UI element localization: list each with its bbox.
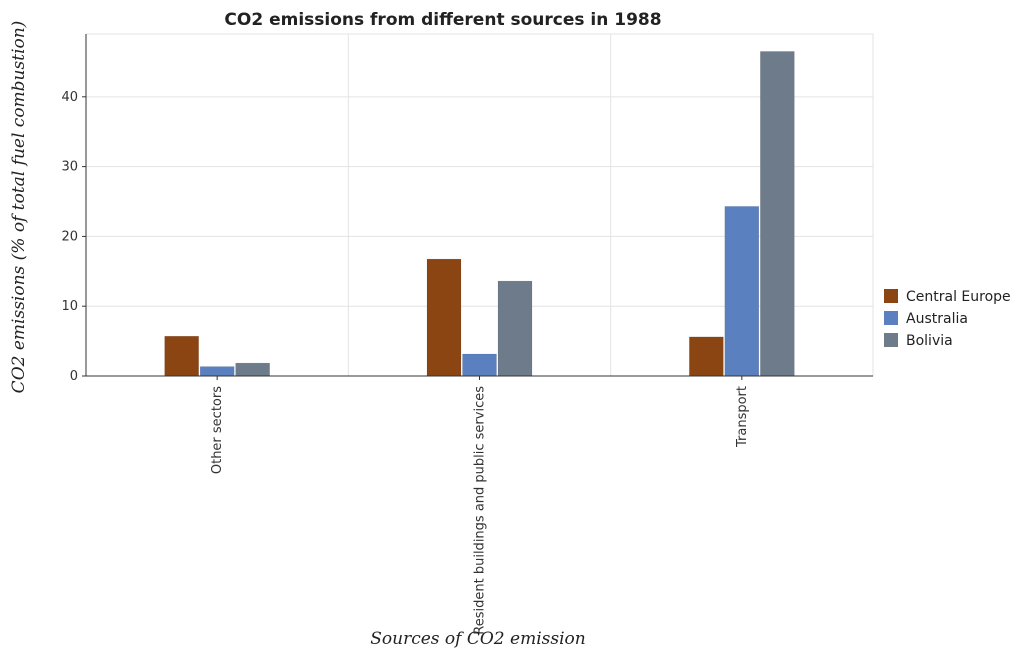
bars: [164, 51, 795, 377]
y-tick-label: 0: [70, 369, 78, 384]
legend-label: Bolivia: [906, 333, 953, 349]
legend-label: Central Europe: [906, 289, 1011, 305]
legend-swatch: [884, 333, 898, 347]
x-tick-label: Transport: [735, 386, 750, 448]
y-axis-label: CO2 emissions (% of total fuel combustio…: [9, 21, 29, 394]
x-ticks: Other sectors Resident buildings and publ…: [210, 376, 750, 635]
x-tick-label: Resident buildings and public services: [473, 386, 488, 635]
bar-central-europe: [164, 335, 199, 377]
bar-bolivia: [760, 51, 795, 377]
bar-australia: [724, 206, 760, 377]
bar-central-europe: [689, 336, 724, 377]
legend-swatch: [884, 311, 898, 325]
legend-swatch: [884, 289, 898, 303]
y-tick-label: 10: [61, 299, 78, 314]
y-tick-label: 20: [61, 229, 78, 244]
y-tick-label: 40: [61, 90, 78, 105]
legend: Central Europe Australia Bolivia: [884, 289, 1011, 349]
x-axis-label: Sources of CO2 emission: [370, 629, 585, 649]
chart-title: CO2 emissions from different sources in …: [224, 10, 661, 30]
bar-australia: [199, 366, 235, 377]
bar-australia: [462, 353, 497, 377]
legend-label: Australia: [906, 311, 968, 327]
bar-bolivia: [235, 362, 270, 377]
y-ticks: 0 10 20 30 40: [61, 90, 86, 384]
y-tick-label: 30: [61, 160, 78, 175]
x-tick-label: Other sectors: [210, 386, 225, 474]
bar-central-europe: [426, 258, 462, 377]
bar-bolivia: [497, 280, 533, 377]
